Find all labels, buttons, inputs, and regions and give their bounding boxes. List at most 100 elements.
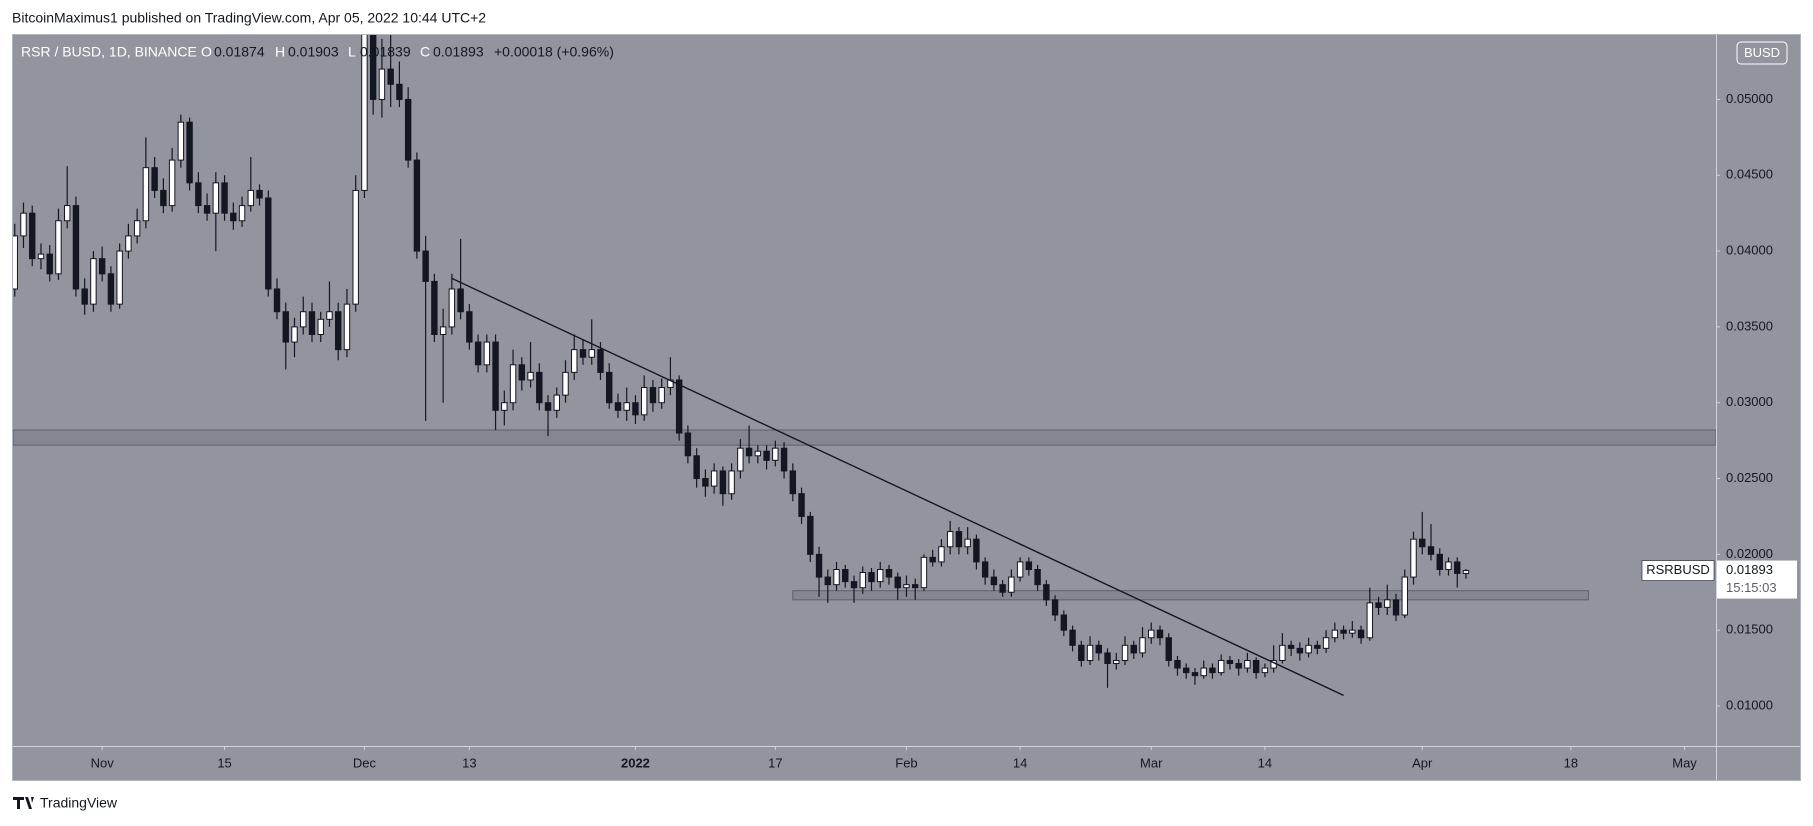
candle-body: [946, 531, 954, 548]
candle-body: [737, 447, 744, 472]
candle-body: [492, 341, 499, 411]
candle-body: [230, 212, 237, 222]
candle-body: [55, 220, 62, 275]
candle-body: [247, 189, 255, 207]
candle-body: [1235, 663, 1242, 669]
candle-body: [37, 253, 45, 260]
zone: [792, 590, 1589, 601]
candle-body: [221, 182, 228, 214]
candle-body: [1209, 667, 1216, 674]
candle-body: [780, 447, 788, 472]
candle-body: [1016, 561, 1024, 578]
candle-body: [439, 326, 447, 335]
candle-body: [754, 450, 762, 457]
candle-body: [798, 493, 805, 517]
candle-body: [588, 349, 595, 358]
currency-label[interactable]: BUSD: [1744, 45, 1780, 60]
candle-body: [1008, 576, 1015, 593]
candle-body: [1130, 644, 1137, 654]
candle-body: [256, 189, 263, 199]
plot-area: [13, 35, 1716, 696]
brand-logo: [13, 797, 34, 809]
candle-body: [90, 258, 97, 305]
candle-body: [868, 572, 875, 583]
candle-body: [544, 402, 552, 411]
candle-body: [911, 584, 919, 589]
candle-body: [1384, 599, 1391, 608]
legend-key: C: [420, 44, 430, 60]
candle-body: [335, 311, 342, 351]
legend: RSR / BUSD, 1D, BINANCE O 0.01874 H 0.01…: [21, 44, 614, 60]
candle-body: [1200, 667, 1207, 677]
candle-body: [63, 205, 71, 222]
candle-body: [160, 189, 167, 207]
candle-body: [1069, 629, 1076, 646]
candle-body: [859, 572, 866, 589]
candle-body: [308, 311, 316, 335]
candle-body: [1051, 599, 1059, 616]
candle-body: [1252, 659, 1260, 674]
last-price-box: [1717, 560, 1797, 599]
chart-pane: [13, 35, 1716, 746]
candle-body: [772, 447, 779, 461]
candle-body: [352, 189, 359, 305]
candle-body: [745, 447, 753, 457]
candle-body: [1392, 599, 1400, 616]
candle-body: [1086, 644, 1094, 661]
brand-name: TradingView: [40, 795, 118, 811]
candle-body: [1445, 561, 1452, 571]
candle-body: [317, 318, 324, 335]
y-tick-label: 0.04000: [1726, 243, 1773, 258]
candle-body: [658, 387, 665, 404]
candle-body: [212, 182, 220, 214]
candle-body: [177, 121, 185, 161]
candle-body: [1357, 629, 1365, 639]
candle-body: [1148, 629, 1155, 639]
candle-body: [1261, 667, 1269, 674]
candle-body: [1244, 659, 1251, 669]
legend-change: +0.00018 (+0.96%): [494, 44, 614, 60]
candle-body: [710, 470, 718, 487]
candle-body: [1419, 538, 1426, 548]
candle-body: [632, 402, 639, 416]
zone: [13, 429, 1716, 446]
candle-body: [973, 538, 980, 563]
x-tick-label: Feb: [895, 755, 917, 770]
x-tick-label: 17: [768, 755, 782, 770]
candle-body: [894, 576, 901, 589]
candle-body: [1375, 602, 1382, 608]
candle-body: [107, 273, 115, 305]
candle-body: [938, 546, 945, 563]
candle-body: [142, 167, 150, 222]
candle-body: [1183, 667, 1190, 674]
candle-body: [1331, 629, 1339, 639]
candle-body: [413, 159, 421, 252]
price-label-box: [1641, 560, 1715, 581]
candle-body: [1314, 644, 1321, 649]
candle-body: [964, 538, 971, 548]
candle-body: [282, 311, 289, 343]
candle-body: [640, 387, 648, 416]
candle-body: [1410, 538, 1417, 578]
candle-body: [562, 371, 569, 396]
candle-body: [265, 197, 272, 290]
candle-body: [81, 288, 88, 305]
candle-body: [387, 68, 394, 85]
candle-body: [807, 515, 814, 555]
candle-body: [168, 159, 176, 207]
candle-body: [1139, 637, 1146, 654]
candle-body: [369, 35, 377, 100]
candle-body: [1401, 576, 1408, 616]
candle-body: [1156, 629, 1164, 639]
candle-body: [579, 349, 587, 358]
candle-body: [1191, 672, 1199, 677]
candle-body: [527, 371, 534, 381]
candle-body: [422, 250, 429, 282]
x-tick-label: Dec: [353, 755, 377, 770]
candle-body: [606, 371, 613, 404]
x-tick-label: May: [1672, 755, 1697, 770]
currency-badge[interactable]: [1736, 41, 1788, 65]
candle-body: [1165, 637, 1172, 661]
legend-value: 0.01839: [360, 44, 411, 60]
